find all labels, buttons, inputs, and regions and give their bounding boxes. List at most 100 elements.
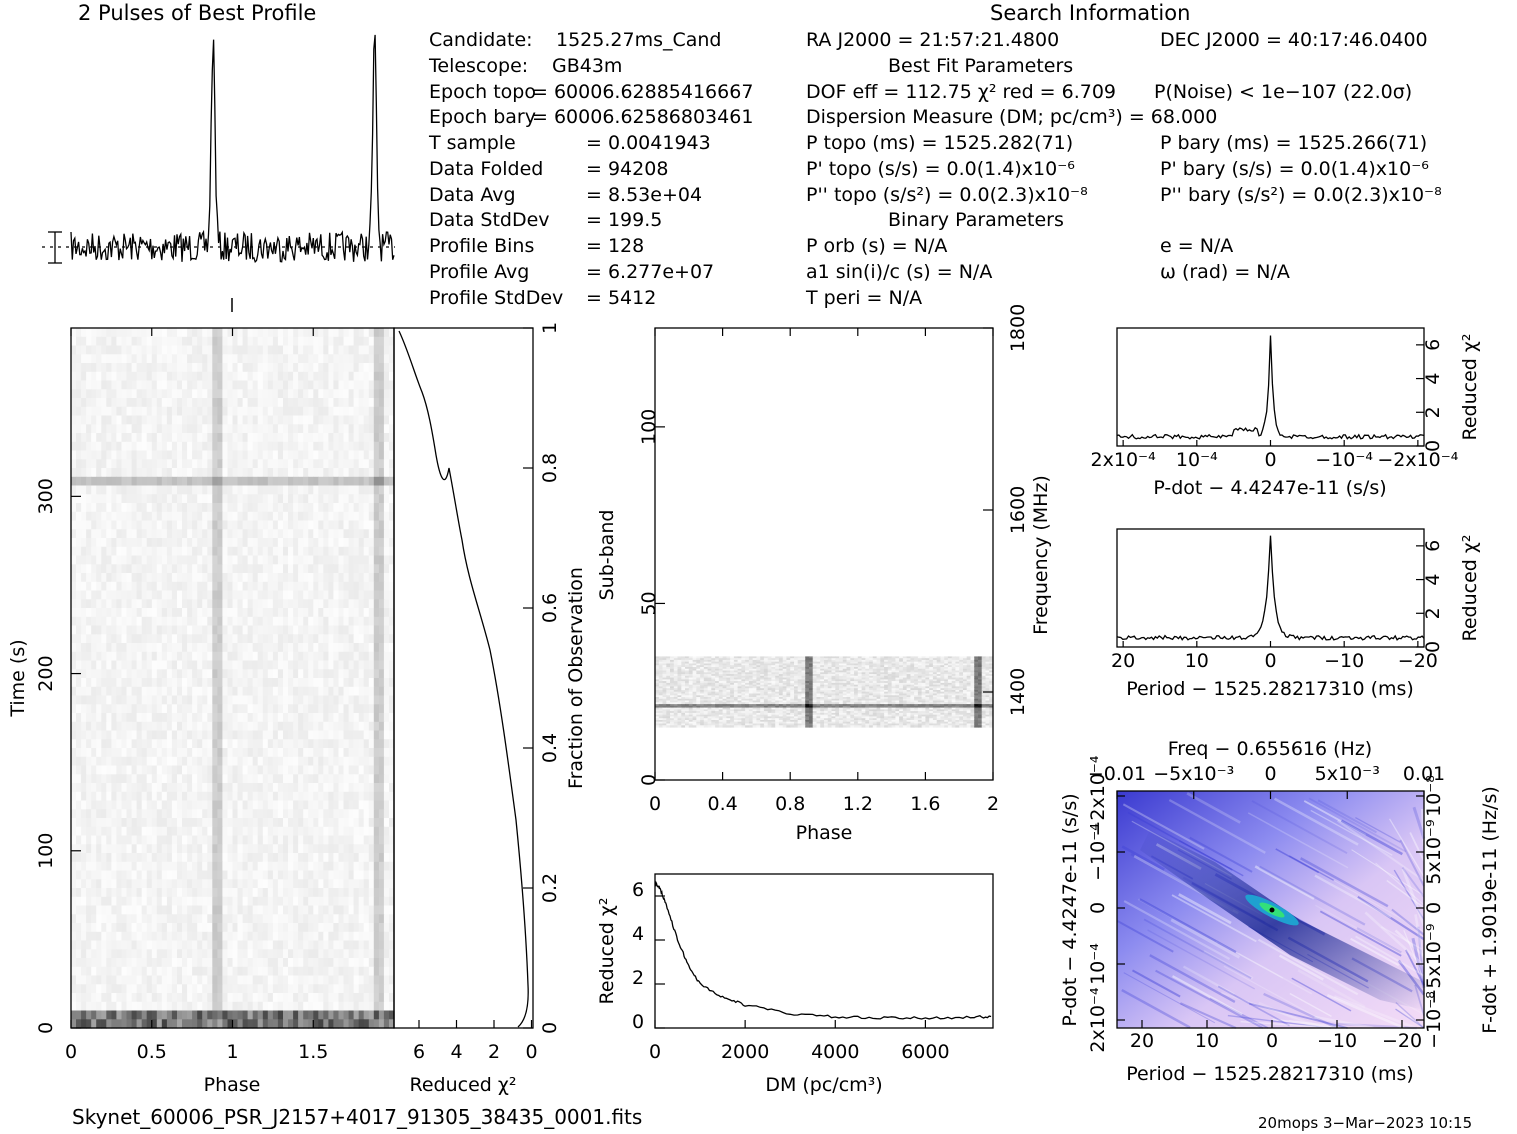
time-phase-cell	[162, 713, 168, 722]
time-phase-cell	[283, 626, 289, 635]
time-phase-cell	[293, 818, 299, 827]
time-phase-cell	[152, 346, 158, 355]
time-phase-cell	[359, 678, 365, 687]
time-phase-cell	[137, 687, 143, 696]
time-phase-cell	[263, 626, 269, 635]
time-phase-cell	[374, 967, 380, 976]
time-phase-cell	[258, 547, 264, 556]
time-phase-cell	[197, 932, 203, 941]
time-phase-cell	[233, 416, 239, 425]
time-phase-cell	[369, 521, 375, 530]
time-phase-cell	[288, 634, 294, 643]
time-phase-cell	[323, 634, 329, 643]
time-phase-cell	[197, 433, 203, 442]
time-phase-cell	[243, 844, 249, 853]
time-phase-cell	[152, 556, 158, 565]
time-phase-cell	[217, 696, 223, 705]
time-phase-cell	[243, 923, 249, 932]
time-phase-cell	[379, 888, 385, 897]
time-phase-cell	[101, 477, 107, 486]
time-phase-cell	[369, 643, 375, 652]
time-phase-cell	[258, 337, 264, 346]
time-phase-cell	[293, 494, 299, 503]
time-phase-cell	[116, 381, 122, 390]
time-phase-cell	[283, 599, 289, 608]
time-phase-cell	[268, 984, 274, 993]
time-phase-cell	[323, 591, 329, 600]
time-phase-cell	[374, 888, 380, 897]
time-phase-cell	[228, 696, 234, 705]
time-phase-cell	[217, 372, 223, 381]
time-phase-cell	[86, 652, 92, 661]
time-phase-cell	[273, 494, 279, 503]
time-phase-cell	[268, 389, 274, 398]
time-phase-cell	[278, 862, 284, 871]
time-phase-cell	[253, 538, 259, 547]
time-phase-cell	[359, 669, 365, 678]
time-phase-cell	[313, 634, 319, 643]
time-phase-cell	[228, 529, 234, 538]
time-phase-cell	[354, 792, 360, 801]
time-phase-cell	[238, 941, 244, 950]
time-phase-cell	[243, 424, 249, 433]
time-phase-cell	[177, 687, 183, 696]
time-phase-cell	[228, 398, 234, 407]
time-phase-cell	[273, 678, 279, 687]
time-phase-cell	[354, 529, 360, 538]
time-phase-cell	[157, 888, 163, 897]
time-phase-cell	[202, 871, 208, 880]
time-phase-cell	[202, 792, 208, 801]
time-phase-cell	[147, 687, 153, 696]
time-phase-cell	[303, 923, 309, 932]
time-phase-cell	[212, 354, 218, 363]
time-phase-cell	[76, 958, 82, 967]
time-phase-cell	[283, 783, 289, 792]
time-phase-cell	[132, 853, 138, 862]
time-phase-cell	[101, 976, 107, 985]
time-phase-cell	[328, 976, 334, 985]
time-phase-cell	[323, 836, 329, 845]
time-phase-cell	[96, 888, 102, 897]
time-phase-cell	[96, 626, 102, 635]
time-phase-cell	[111, 809, 117, 818]
time-phase-cell	[122, 984, 128, 993]
time-phase-cell	[137, 512, 143, 521]
time-phase-cell	[288, 337, 294, 346]
time-phase-cell	[298, 696, 304, 705]
time-phase-cell	[182, 818, 188, 827]
time-phase-cell	[369, 748, 375, 757]
time-phase-cell	[318, 836, 324, 845]
time-phase-cell	[273, 529, 279, 538]
time-phase-cell	[349, 739, 355, 748]
time-phase-cell	[384, 424, 390, 433]
time-phase-cell	[132, 643, 138, 652]
time-phase-cell	[207, 529, 213, 538]
time-phase-cell	[253, 407, 259, 416]
time-phase-cell	[147, 424, 153, 433]
time-phase-cell	[182, 774, 188, 783]
time-phase-cell	[313, 757, 319, 766]
time-phase-cell	[147, 1002, 153, 1011]
time-phase-cell	[217, 722, 223, 731]
time-phase-cell	[308, 652, 314, 661]
time-phase-cell	[278, 757, 284, 766]
time-phase-cell	[142, 416, 148, 425]
time-phase-cell	[333, 766, 339, 775]
time-phase-cell	[116, 748, 122, 757]
time-phase-cell	[71, 547, 77, 556]
time-phase-cell	[212, 923, 218, 932]
time-phase-cell	[293, 582, 299, 591]
time-phase-cell	[233, 818, 239, 827]
time-phase-cell	[86, 617, 92, 626]
time-phase-cell	[187, 739, 193, 748]
time-phase-cell	[212, 626, 218, 635]
time-phase-cell	[243, 827, 249, 836]
time-phase-cell	[283, 748, 289, 757]
time-phase-cell	[349, 433, 355, 442]
time-phase-cell	[248, 407, 254, 416]
time-phase-cell	[167, 923, 173, 932]
time-phase-cell	[71, 582, 77, 591]
time-phase-cell	[172, 923, 178, 932]
time-phase-cell	[369, 906, 375, 915]
time-phase-cell	[318, 494, 324, 503]
